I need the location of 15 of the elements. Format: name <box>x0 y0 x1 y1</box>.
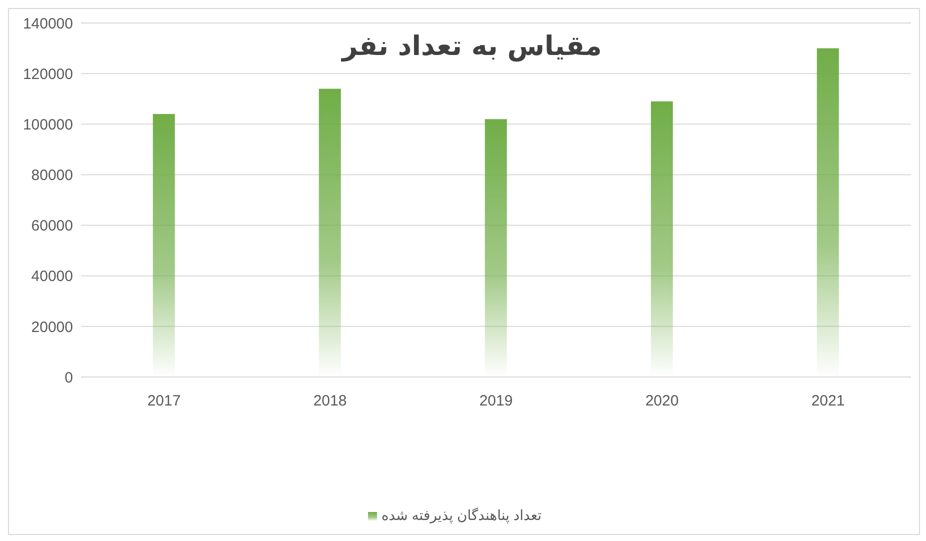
x-tick-label: 2021 <box>811 392 845 410</box>
y-tick-label: 40000 <box>31 268 73 286</box>
legend-label: تعداد پناهندگان پذیرفته شده <box>381 507 542 523</box>
y-tick-label: 100000 <box>22 116 73 134</box>
x-tick-label: 2019 <box>479 392 513 410</box>
y-tick-label: 60000 <box>31 218 73 235</box>
y-tick-label: 0 <box>64 369 73 386</box>
y-tick-label: 80000 <box>31 167 73 184</box>
x-tick-label: 2017 <box>147 392 181 410</box>
y-tick-label: 120000 <box>22 66 73 83</box>
y-tick-label: 20000 <box>31 318 73 336</box>
x-tick-label: 2020 <box>645 392 679 410</box>
chart-title: مقیاس به تعداد نفر <box>340 31 603 62</box>
y-tick-label: 140000 <box>22 15 73 32</box>
x-tick-label: 2018 <box>313 392 347 410</box>
